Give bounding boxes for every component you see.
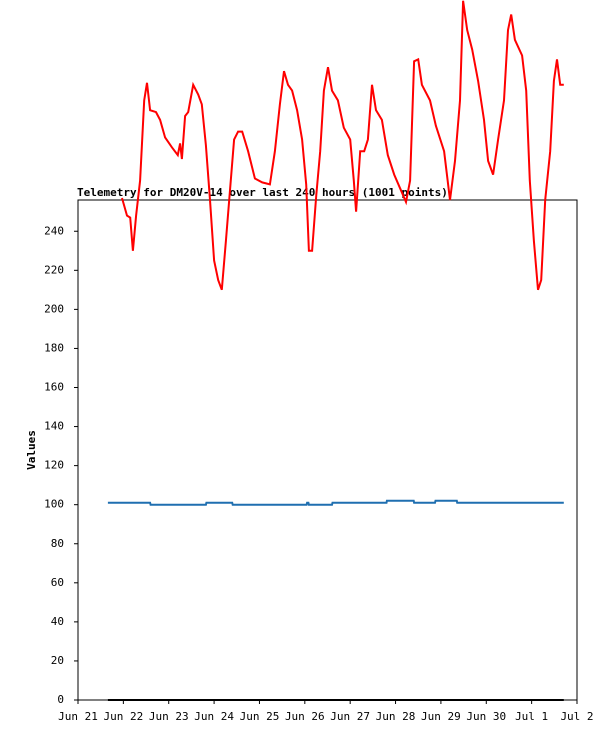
x-tick-label: Jun 25 [240, 710, 280, 723]
y-tick-label: 80 [51, 537, 64, 550]
y-tick-label: 200 [44, 302, 64, 315]
y-tick-label: 180 [44, 341, 64, 354]
x-tick-label: Jun 24 [194, 710, 234, 723]
chart-title: Telemetry for DM20V-14 over last 240 hou… [77, 186, 448, 199]
y-tick-label: 140 [44, 420, 64, 433]
y-tick-label: 40 [51, 615, 64, 628]
y-tick-label: 100 [44, 498, 64, 511]
y-tick-label: 120 [44, 459, 64, 472]
x-tick-label: Jul 2 [560, 710, 593, 723]
x-tick-label: Jun 28 [376, 710, 416, 723]
x-tick-label: Jun 21 [58, 710, 98, 723]
y-axis-label: Values [25, 430, 38, 470]
y-tick-label: 220 [44, 263, 64, 276]
y-tick-label: 20 [51, 654, 64, 667]
x-tick-label: Jul 1 [515, 710, 548, 723]
x-tick-label: Jun 23 [149, 710, 189, 723]
y-tick-label: 240 [44, 224, 64, 237]
x-tick-label: Jun 27 [330, 710, 370, 723]
y-tick-label: 60 [51, 576, 64, 589]
series-line [107, 499, 564, 506]
x-tick-label: Jun 22 [103, 710, 143, 723]
series-line [121, 0, 564, 291]
x-tick-label: Jun 30 [466, 710, 506, 723]
plot-frame [77, 199, 578, 701]
y-tick-label: 160 [44, 381, 64, 394]
y-tick-label: 0 [57, 693, 64, 706]
x-tick-label: Jun 26 [285, 710, 325, 723]
x-tick-label: Jun 29 [421, 710, 461, 723]
